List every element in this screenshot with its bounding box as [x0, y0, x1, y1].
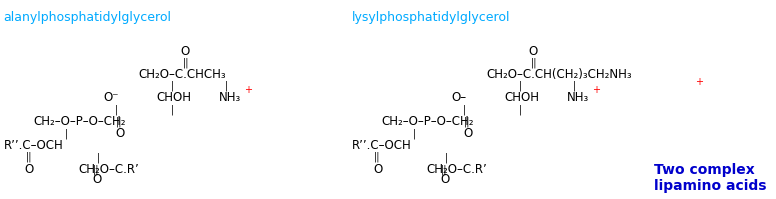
Text: O: O [115, 127, 124, 140]
Text: |: | [573, 81, 576, 91]
Text: |: | [518, 81, 521, 91]
Text: CHOH: CHOH [157, 91, 192, 104]
Text: O: O [440, 173, 449, 186]
Text: CH₂O–C.R’: CH₂O–C.R’ [78, 163, 139, 176]
Text: R’’.C–OCH: R’’.C–OCH [4, 139, 64, 152]
Text: |: | [171, 81, 174, 91]
Text: ||: || [116, 117, 123, 127]
Text: |: | [225, 81, 228, 91]
Text: +: + [695, 77, 703, 87]
Text: +: + [592, 85, 600, 95]
Text: CH₂–O–P–O–CH₂: CH₂–O–P–O–CH₂ [381, 115, 474, 129]
Text: NH₃: NH₃ [219, 91, 241, 104]
Text: |: | [413, 128, 416, 139]
Text: R’’.C–OCH: R’’.C–OCH [352, 139, 411, 152]
Text: |: | [445, 153, 448, 163]
Text: lysylphosphatidylglycerol: lysylphosphatidylglycerol [352, 11, 511, 24]
Text: |: | [115, 104, 119, 115]
Text: ||: || [182, 58, 189, 68]
Text: O: O [92, 173, 102, 186]
Text: |: | [463, 104, 466, 115]
Text: |: | [518, 104, 521, 115]
Text: CH₂O–C.CH(CH₂)₃CH₂NH₃: CH₂O–C.CH(CH₂)₃CH₂NH₃ [487, 68, 632, 81]
Text: ||: || [531, 58, 537, 68]
Text: NH₃: NH₃ [567, 91, 590, 104]
Text: ||: || [464, 117, 471, 127]
Text: CH₂O–C.CHCH₃: CH₂O–C.CHCH₃ [138, 68, 226, 81]
Text: ||: || [441, 164, 448, 175]
Text: ||: || [374, 152, 380, 162]
Text: O: O [463, 127, 473, 140]
Text: O–: O– [452, 91, 466, 104]
Text: |: | [64, 128, 68, 139]
Text: O: O [528, 45, 538, 58]
Text: |: | [171, 104, 174, 115]
Text: O: O [181, 45, 190, 58]
Text: O⁻: O⁻ [103, 91, 119, 104]
Text: |: | [97, 153, 100, 163]
Text: ||: || [93, 164, 99, 175]
Text: alanylphosphatidylglycerol: alanylphosphatidylglycerol [4, 11, 171, 24]
Text: CH₂–O–P–O–CH₂: CH₂–O–P–O–CH₂ [33, 115, 126, 129]
Text: CH₂O–C.R’: CH₂O–C.R’ [426, 163, 487, 176]
Text: ||: || [26, 152, 33, 162]
Text: O: O [373, 163, 383, 176]
Text: O: O [25, 163, 34, 176]
Text: Two complex
lipamino acids: Two complex lipamino acids [654, 163, 767, 193]
Text: CHOH: CHOH [504, 91, 539, 104]
Text: +: + [244, 85, 252, 95]
